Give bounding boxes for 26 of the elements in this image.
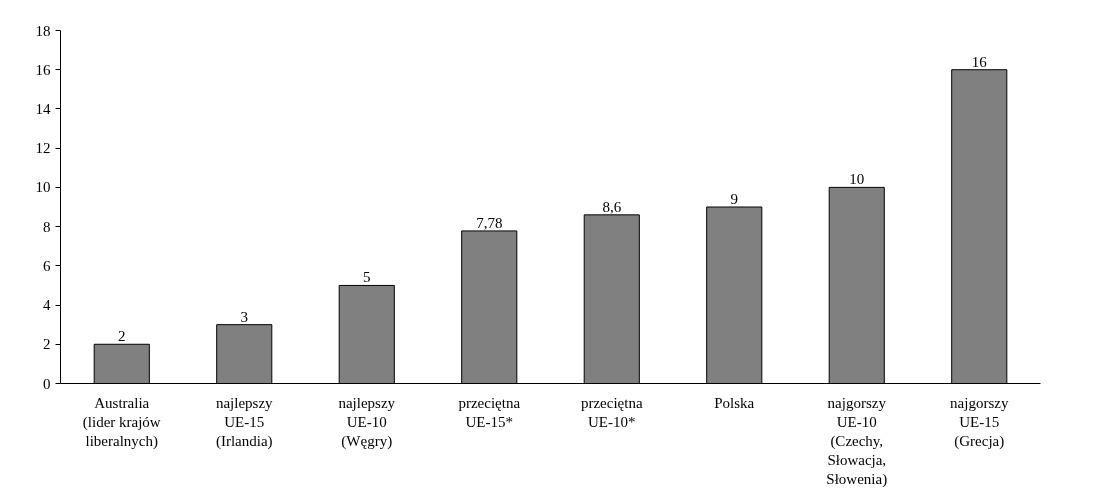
data-label: 2: [118, 328, 126, 345]
data-label: 9: [730, 191, 738, 207]
data-label: 7,78: [476, 214, 503, 231]
x-tick-label: przeciętna UE-10*: [580, 394, 643, 430]
data-label: 10: [849, 171, 865, 188]
x-tick-label: Polska: [714, 394, 755, 411]
x-tick-label: najlepszy UE-15 (Irlandia): [215, 394, 274, 450]
data-label: 16: [971, 53, 988, 70]
y-tick-label: 6: [43, 257, 51, 274]
y-tick-label: 0: [43, 375, 51, 392]
y-tick-label: 10: [35, 179, 51, 196]
data-label: 3: [240, 308, 248, 325]
y-tick-label: 4: [43, 297, 51, 314]
data-label: 5: [363, 269, 371, 286]
data-label: 8,6: [602, 198, 622, 215]
x-tick-label: przeciętna UE-15*: [458, 394, 521, 430]
y-tick-label: 14: [35, 100, 51, 117]
y-tick-label: 2: [43, 336, 51, 353]
y-tick-label: 8: [43, 218, 51, 235]
y-tick-label: 18: [35, 22, 51, 39]
x-tick-label: najgorszy UE-15 (Grecja): [950, 394, 1009, 450]
y-tick-label: 12: [35, 140, 51, 157]
y-tick-label: 16: [35, 61, 51, 78]
x-tick-label: Australia (lider krajów liberalnych): [82, 394, 161, 450]
x-tick-label: najgorszy UE-10 (Czechy, Słowacja, Słowenia): [826, 394, 888, 489]
x-tick-label: najlepszy UE-10 (Węgry): [338, 394, 396, 450]
